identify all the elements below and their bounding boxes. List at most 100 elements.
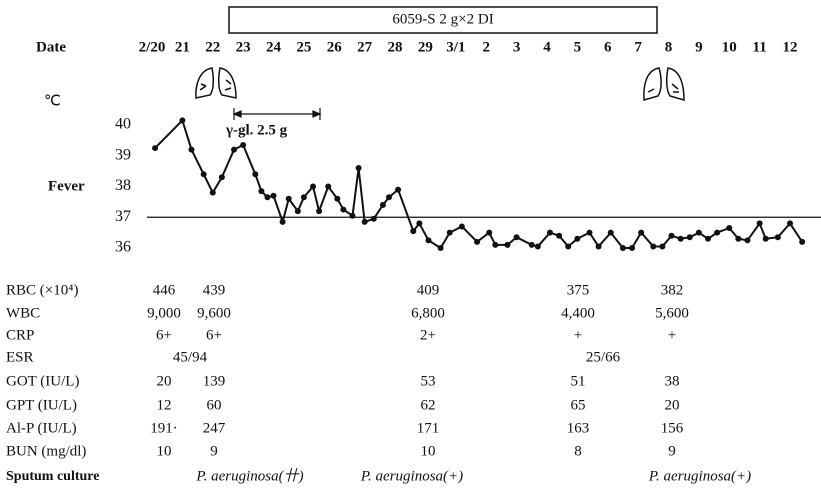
x-tick-label: 23 [236, 39, 251, 55]
table-cell: 62 [421, 397, 436, 413]
row-label: WBC [6, 305, 40, 321]
x-tick-label: 11 [753, 39, 767, 55]
table-cell: 191· [150, 420, 178, 436]
fever-point [252, 171, 259, 178]
table-cell: 2+ [420, 327, 436, 343]
fever-point [774, 234, 781, 241]
table-cell: P. aeruginosa(+) [360, 468, 463, 484]
row-label: ESR [6, 349, 34, 365]
fever-point [361, 218, 368, 225]
fever-point [385, 194, 392, 201]
table-cell: + [574, 327, 582, 343]
table-cell: 9 [210, 443, 218, 459]
fever-point [607, 229, 614, 236]
annotation-bracket [232, 108, 322, 120]
x-tick-label: 3/1 [446, 39, 465, 55]
table-cell: 6+ [206, 327, 222, 343]
table-cell: 6+ [156, 327, 172, 343]
fever-point [152, 145, 159, 152]
drug-label: 6059-S 2 g×2 DI [392, 11, 493, 27]
row-label: BUN (mg/dl) [6, 443, 86, 459]
fever-point [218, 174, 225, 181]
y-tick-label: 39 [115, 146, 131, 163]
table-cell: 375 [567, 282, 590, 298]
x-tick-label: 9 [695, 39, 703, 55]
table-cell: 51 [571, 373, 586, 389]
x-tick-label: 12 [783, 39, 798, 55]
fever-point [762, 235, 769, 242]
table-cell: 65 [571, 397, 586, 413]
table-cell: 25/66 [586, 349, 621, 365]
x-tick-label: 8 [665, 39, 673, 55]
fever-point [595, 243, 602, 250]
fever-point [735, 235, 742, 242]
fever-point [310, 183, 317, 190]
fever-point [686, 234, 693, 241]
table-cell: 439 [203, 282, 226, 298]
fever-point [474, 238, 481, 245]
fever-point [629, 245, 636, 251]
x-tick-label: 27 [357, 39, 373, 55]
fever-point [334, 195, 341, 202]
lung-icon [643, 67, 685, 101]
fever-point [638, 229, 645, 236]
y-tick-label: 36 [115, 239, 131, 256]
table-cell: 247 [203, 420, 226, 436]
fever-point [349, 212, 356, 219]
table-cell: 10 [421, 443, 436, 459]
fever-point [695, 229, 702, 236]
fever-point [486, 229, 493, 236]
fever-point [285, 195, 292, 202]
table-cell: 12 [157, 397, 172, 413]
table-cell: 60 [207, 397, 222, 413]
x-tick-label: 26 [327, 39, 343, 55]
y-axis-label: Fever [48, 178, 85, 194]
fever-point [264, 194, 271, 201]
table-cell: 45/94 [173, 349, 208, 365]
table-cell: + [668, 327, 676, 343]
fever-point [437, 245, 444, 251]
fever-point [726, 225, 733, 232]
fever-point [370, 215, 377, 222]
row-label: CRP [6, 327, 34, 343]
fever-point [504, 241, 511, 248]
drug-box [228, 6, 658, 34]
fever-point [325, 183, 332, 190]
x-tick-label: 29 [418, 39, 433, 55]
y-tick-label: 38 [115, 177, 131, 194]
table-cell: 9,000 [147, 305, 181, 321]
fever-point [714, 229, 721, 236]
annotation: γ-gl. 2.5 g [225, 122, 288, 138]
table-cell: 139 [203, 373, 226, 389]
fever-point [200, 171, 207, 178]
fever-point [355, 165, 362, 172]
fever-point [574, 235, 581, 242]
fever-point [416, 220, 423, 227]
table-cell: 10 [157, 443, 172, 459]
fever-point [650, 243, 657, 250]
fever-point [379, 201, 386, 208]
x-tick-label: 5 [574, 39, 582, 55]
fever-point [556, 232, 563, 239]
fever-point [279, 218, 286, 225]
fever-point [659, 243, 666, 250]
fever-point [188, 146, 195, 153]
x-tick-label: 3 [513, 39, 521, 55]
x-tick-label: 22 [205, 39, 220, 55]
table-cell: 38 [665, 373, 680, 389]
table-cell: 382 [661, 282, 684, 298]
fever-point [270, 192, 277, 199]
fever-point [534, 243, 541, 250]
fever-point [340, 206, 347, 213]
x-tick-label: 6 [604, 39, 612, 55]
fever-point [546, 229, 553, 236]
table-cell: 156 [661, 420, 684, 436]
x-tick-label: 4 [543, 39, 551, 55]
fever-point [704, 235, 711, 242]
table-cell: 409 [417, 282, 440, 298]
fever-point [619, 245, 626, 251]
fever-point [799, 238, 806, 245]
fever-point [240, 141, 247, 148]
fever-point [179, 117, 186, 124]
